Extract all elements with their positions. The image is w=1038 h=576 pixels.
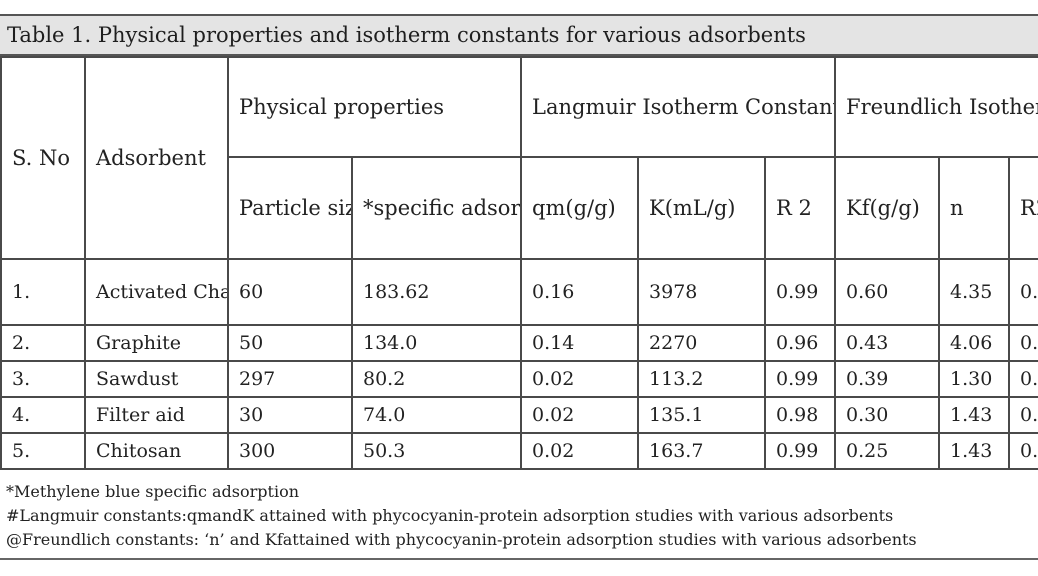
cell-kf: 0.39 bbox=[834, 360, 941, 398]
cell-particle-size: 60 bbox=[227, 258, 353, 326]
cell-n: 4.35 bbox=[938, 258, 1011, 326]
header-adsorbent: Adsorbent bbox=[84, 56, 229, 260]
table-row: 4. Filter aid 30 74.0 0.02 135.1 0.98 0.… bbox=[0, 396, 1038, 434]
cell-r2-freundlich: 0.9 bbox=[1008, 324, 1038, 362]
caption-bar: Table 1. Physical properties and isother… bbox=[0, 16, 1038, 56]
cell-adsorbent: Chitosan bbox=[84, 432, 229, 470]
table-caption: Table 1. Physical properties and isother… bbox=[7, 23, 806, 47]
cell-qm: 0.02 bbox=[520, 360, 640, 398]
cell-k: 2270 bbox=[637, 324, 767, 362]
cell-r2-langmuir: 0.99 bbox=[764, 432, 837, 470]
header-langmuir: Langmuir Isotherm Constants# & regressio… bbox=[520, 56, 837, 158]
cell-k: 3978 bbox=[637, 258, 767, 326]
cell-specific-adsorption: 74.0 bbox=[350, 396, 523, 434]
cell-adsorbent: Graphite bbox=[84, 324, 229, 362]
table-row: 5. Chitosan 300 50.3 0.02 163.7 0.99 0.2… bbox=[0, 432, 1038, 470]
cell-r2-freundlich: 0.9 bbox=[1008, 432, 1038, 470]
cell-sno: 2. bbox=[0, 324, 86, 362]
cell-kf: 0.30 bbox=[834, 396, 941, 434]
cell-r2-langmuir: 0.99 bbox=[764, 258, 837, 326]
table-row: 1. Activated Charcoal 60 183.62 0.16 397… bbox=[0, 258, 1038, 326]
header-n: n bbox=[938, 156, 1011, 260]
cell-adsorbent: Activated Charcoal bbox=[84, 258, 229, 326]
cell-kf: 0.25 bbox=[834, 432, 941, 470]
footnotes: *Methylene blue specific adsorption #Lan… bbox=[6, 480, 917, 552]
top-rule bbox=[0, 14, 1038, 16]
table-row: 3. Sawdust 297 80.2 0.02 113.2 0.99 0.39… bbox=[0, 360, 1038, 398]
cell-n: 1.43 bbox=[938, 432, 1011, 470]
cell-r2-langmuir: 0.99 bbox=[764, 360, 837, 398]
cell-n: 1.30 bbox=[938, 360, 1011, 398]
cell-r2-freundlich: 0.9 bbox=[1008, 360, 1038, 398]
header-r2-freundlich: R2 bbox=[1008, 156, 1038, 260]
cell-kf: 0.43 bbox=[834, 324, 941, 362]
cell-k: 135.1 bbox=[637, 396, 767, 434]
cell-qm: 0.14 bbox=[520, 324, 640, 362]
header-particle-size: Particle size (µm) bbox=[227, 156, 353, 260]
cell-sno: 4. bbox=[0, 396, 86, 434]
header-specific-adsorption: *specific adsorption (qm) (mg/g) bbox=[350, 156, 523, 260]
cell-qm: 0.02 bbox=[520, 432, 640, 470]
cell-particle-size: 30 bbox=[227, 396, 353, 434]
header-r2-langmuir: R 2 bbox=[764, 156, 837, 260]
header-freundlich: Freundlich Isotherm constants@& regressi… bbox=[834, 56, 1038, 158]
cell-qm: 0.02 bbox=[520, 396, 640, 434]
cell-specific-adsorption: 80.2 bbox=[350, 360, 523, 398]
cell-k: 163.7 bbox=[637, 432, 767, 470]
cell-adsorbent: Sawdust bbox=[84, 360, 229, 398]
table-row: 2. Graphite 50 134.0 0.14 2270 0.96 0.43… bbox=[0, 324, 1038, 362]
properties-table: S. No Adsorbent Physical properties Lang… bbox=[0, 56, 1038, 470]
cell-sno: 3. bbox=[0, 360, 86, 398]
cell-r2-freundlich: 0.9 bbox=[1008, 258, 1038, 326]
header-physical-properties: Physical properties bbox=[226, 56, 523, 158]
cell-sno: 1. bbox=[0, 258, 86, 326]
header-qm: qm(g/g) bbox=[520, 156, 640, 260]
header-kf: Kf(g/g) bbox=[834, 156, 941, 260]
cell-n: 1.43 bbox=[938, 396, 1011, 434]
cell-n: 4.06 bbox=[938, 324, 1011, 362]
cell-specific-adsorption: 134.0 bbox=[350, 324, 523, 362]
cell-specific-adsorption: 50.3 bbox=[350, 432, 523, 470]
cell-particle-size: 300 bbox=[227, 432, 353, 470]
cell-qm: 0.16 bbox=[520, 258, 640, 326]
cell-sno: 5. bbox=[0, 432, 86, 470]
header-sno: S. No bbox=[0, 56, 86, 260]
cell-adsorbent: Filter aid bbox=[84, 396, 229, 434]
footnote-specific-adsorption: *Methylene blue specific adsorption bbox=[6, 482, 300, 501]
cell-kf: 0.60 bbox=[834, 258, 941, 326]
cell-r2-freundlich: 0.9 bbox=[1008, 396, 1038, 434]
cell-specific-adsorption: 183.62 bbox=[350, 258, 523, 326]
cell-particle-size: 50 bbox=[227, 324, 353, 362]
cell-particle-size: 297 bbox=[227, 360, 353, 398]
header-k: K(mL/g) bbox=[637, 156, 767, 260]
cell-r2-langmuir: 0.96 bbox=[764, 324, 837, 362]
footnote-freundlich: @Freundlich constants: ‘n’ and Kfattaine… bbox=[6, 530, 917, 549]
cell-k: 113.2 bbox=[637, 360, 767, 398]
bottom-rule bbox=[0, 558, 1038, 560]
footnote-langmuir: #Langmuir constants:qmandK attained with… bbox=[6, 506, 894, 525]
cell-r2-langmuir: 0.98 bbox=[764, 396, 837, 434]
